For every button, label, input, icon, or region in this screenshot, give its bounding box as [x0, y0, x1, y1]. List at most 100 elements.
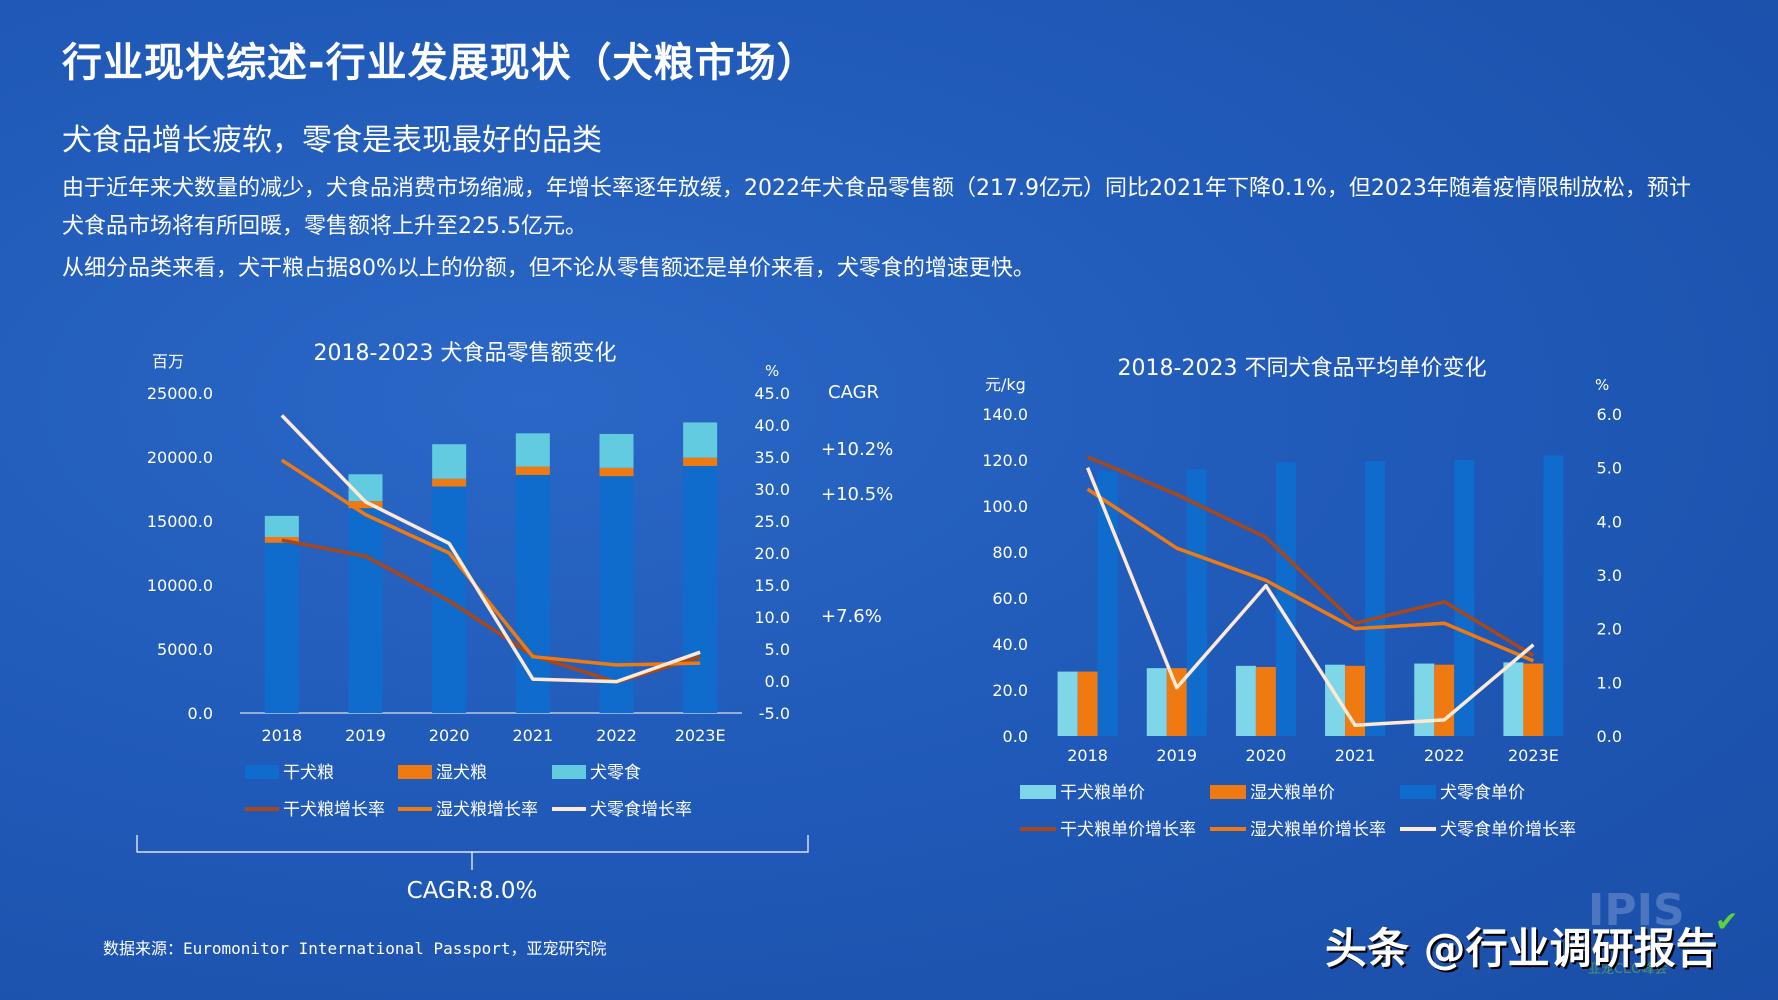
bar-segment	[599, 476, 634, 713]
bar-segment	[432, 444, 467, 479]
y-tick-label-right: 45.0	[754, 384, 790, 403]
ipis-logo-subtext: 亚宠CEO峰会	[1588, 962, 1668, 977]
legend-swatch	[245, 765, 279, 779]
bar-segment	[683, 422, 718, 458]
bar	[1077, 671, 1098, 736]
legend-label: 湿犬粮单价增长率	[1250, 820, 1386, 840]
bar-segment	[348, 501, 383, 509]
y-tick-label-left: 120.0	[982, 451, 1028, 470]
cagr-bracket	[136, 835, 809, 870]
ipis-logo: IPIS	[1588, 885, 1685, 936]
x-tick-label: 2020	[429, 726, 470, 745]
y-tick-label-left: 5000.0	[157, 640, 213, 659]
y-tick-label-left: 100.0	[982, 497, 1028, 516]
bar	[1543, 455, 1564, 736]
page-subtitle: 犬食品增长疲软，零食是表现最好的品类	[62, 123, 602, 158]
y-axis-unit-right: %	[765, 362, 779, 380]
legend-label: 干犬粮单价	[1060, 783, 1145, 803]
cagr-label: +7.6%	[821, 606, 882, 627]
legend-label: 干犬粮增长率	[283, 800, 385, 820]
bar-segment	[599, 433, 634, 468]
x-tick-label: 2021	[1335, 746, 1376, 765]
bar-segment	[599, 467, 634, 477]
series-line	[1086, 487, 1535, 663]
y-tick-label-left: 25000.0	[147, 384, 213, 403]
x-tick-label: 2018	[1067, 746, 1108, 765]
legend-swatch	[1020, 785, 1056, 799]
x-tick-label: 2022	[1424, 746, 1465, 765]
bar	[1146, 668, 1167, 736]
x-tick-label: 2023E	[675, 726, 726, 745]
y-tick-label-left: 15000.0	[147, 512, 213, 531]
y-tick-label-right: 15.0	[754, 576, 790, 595]
series-line	[1085, 467, 1535, 728]
y-tick-label-right: 20.0	[754, 544, 790, 563]
cagr-label: +10.5%	[821, 484, 893, 505]
bar-segment	[683, 457, 718, 466]
series-line	[280, 458, 701, 667]
summary-paragraph-2: 从细分品类来看，犬干粮占据80%以上的份额，但不论从零售额还是单价来看，犬零食的…	[62, 256, 1035, 281]
y-tick-label-right: 0.0	[1597, 727, 1622, 746]
legend-label: 犬零食单价增长率	[1440, 820, 1576, 840]
y-tick-label-right: 3.0	[1597, 566, 1622, 585]
bar-segment	[432, 478, 467, 487]
cagr-header: CAGR	[828, 382, 879, 403]
y-tick-label-right: 0.0	[765, 672, 790, 691]
bar-segment	[348, 508, 383, 713]
series-line	[280, 414, 701, 684]
series-line	[1086, 455, 1535, 657]
bar-segment	[264, 542, 299, 713]
bar	[1503, 662, 1524, 736]
y-tick-label-left: 60.0	[992, 589, 1028, 608]
y-tick-label-right: 5.0	[1597, 459, 1622, 478]
legend-label: 干犬粮单价增长率	[1060, 820, 1196, 840]
bar-segment	[515, 433, 550, 467]
legend-swatch	[552, 765, 586, 779]
bar-segment	[515, 474, 550, 713]
y-tick-label-right: 1.0	[1597, 673, 1622, 692]
summary-paragraph-1: 由于近年来犬数量的减少，犬食品消费市场缩减，年增长率逐年放缓，2022年犬食品零…	[62, 176, 1691, 239]
bar-segment	[515, 466, 550, 475]
y-tick-label-right: 4.0	[1597, 512, 1622, 531]
bar-segment	[683, 465, 718, 713]
page-title: 行业现状综述-行业发展现状（犬粮市场）	[62, 40, 818, 86]
y-tick-label-right: 35.0	[754, 448, 790, 467]
y-tick-label-right: 25.0	[754, 512, 790, 531]
x-tick-label: 2023E	[1508, 746, 1559, 765]
y-tick-label-right: 2.0	[1597, 620, 1622, 639]
y-tick-label-right: -5.0	[759, 704, 790, 723]
y-axis-unit-right: %	[1595, 376, 1609, 394]
bar	[1434, 664, 1455, 736]
legend-label: 干犬粮	[283, 763, 334, 783]
y-tick-label-left: 10000.0	[147, 576, 213, 595]
x-tick-label: 2019	[345, 726, 386, 745]
y-axis-unit-left: 百万	[152, 352, 184, 371]
chart-title: 2018-2023 犬食品零售额变化	[314, 341, 617, 366]
bar	[1275, 462, 1296, 736]
cagr-label: +10.2%	[821, 439, 893, 460]
y-tick-label-left: 140.0	[982, 405, 1028, 424]
legend-label: 湿犬粮单价	[1250, 783, 1335, 803]
cagr-total-label: CAGR:8.0%	[407, 878, 538, 904]
y-tick-label-right: 6.0	[1597, 405, 1622, 424]
y-tick-label-right: 5.0	[765, 640, 790, 659]
bar	[1235, 665, 1256, 736]
y-tick-label-right: 10.0	[754, 608, 790, 627]
bar	[1166, 668, 1187, 736]
y-tick-label-right: 40.0	[754, 416, 790, 435]
y-tick-label-left: 0.0	[188, 704, 213, 723]
data-source-note: 数据来源：Euromonitor International Passport，…	[103, 939, 607, 958]
x-tick-label: 2022	[596, 726, 637, 745]
watermark: 头条 @行业调研报告	[1325, 924, 1718, 973]
x-tick-label: 2018	[261, 726, 302, 745]
y-tick-label-left: 20.0	[992, 681, 1028, 700]
legend-swatch	[1210, 785, 1246, 799]
bar-segment	[264, 537, 299, 543]
bar	[1325, 664, 1346, 736]
check-icon: ✔	[1715, 905, 1739, 938]
legend-label: 犬零食	[590, 763, 641, 783]
bar	[1255, 667, 1276, 736]
